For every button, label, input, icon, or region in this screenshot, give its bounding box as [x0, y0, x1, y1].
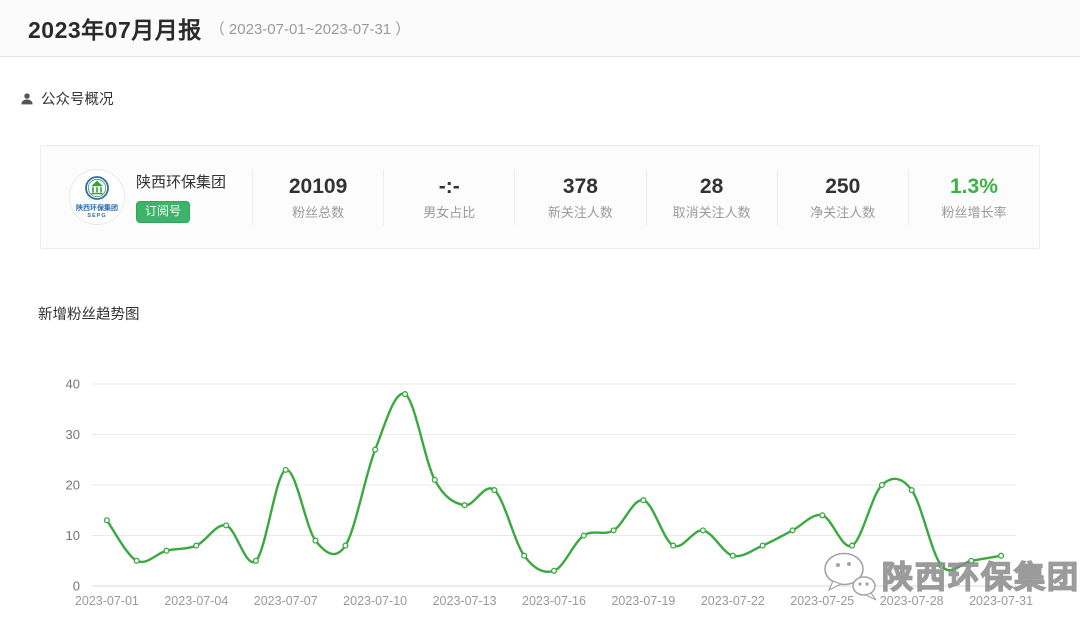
- stat-value: 20109: [288, 174, 348, 198]
- account-overview-card: 陕西环保集团 SEPG 陕西环保集团 订阅号 20109 粉丝总数 -:- 男女…: [40, 145, 1040, 249]
- stat-new-followers: 378 新关注人数: [514, 169, 645, 225]
- stat-label: 取消关注人数: [672, 204, 751, 220]
- chart-title: 新增粉丝趋势图: [38, 307, 140, 323]
- fans-trend-chart[interactable]: 0 10 20 30 40 2023-07-01 2023-07-04 2023-07-07 2…: [0, 348, 1080, 630]
- svg-text:2023-07-04: 2023-07-04: [164, 594, 228, 608]
- svg-text:2023-07-22: 2023-07-22: [701, 594, 765, 608]
- stat-growth-rate: 1.3% 粉丝增长率: [907, 169, 1039, 225]
- account-name: 陕西环保集团: [136, 174, 227, 192]
- svg-text:2023-07-28: 2023-07-28: [880, 594, 944, 608]
- stat-label: 粉丝增长率: [941, 204, 1007, 220]
- svg-text:2023-07-31: 2023-07-31: [969, 594, 1033, 608]
- svg-text:2023-07-10: 2023-07-10: [343, 594, 407, 608]
- report-title: 2023年07月月报: [28, 17, 202, 43]
- svg-text:2023-07-25: 2023-07-25: [790, 594, 854, 608]
- report-header: 2023年07月月报 （ 2023-07-01~2023-07-31 ）: [0, 0, 1080, 57]
- stat-value: 378: [562, 174, 598, 198]
- svg-text:30: 30: [66, 427, 80, 442]
- account-info: 陕西环保集团 SEPG 陕西环保集团 订阅号: [41, 169, 252, 225]
- stat-label: 粉丝总数: [292, 204, 345, 220]
- stat-label: 净关注人数: [810, 204, 876, 220]
- stat-total-fans: 20109 粉丝总数: [252, 169, 383, 225]
- stat-label: 男女占比: [423, 204, 476, 220]
- account-logo: 陕西环保集团 SEPG: [69, 169, 125, 225]
- sepg-logo-icon: [69, 169, 125, 225]
- account-name-block: 陕西环保集团 订阅号: [136, 171, 227, 223]
- svg-text:40: 40: [66, 377, 80, 392]
- section-overview-heading: 公众号概况: [20, 88, 1080, 109]
- svg-text:2023-07-16: 2023-07-16: [522, 594, 586, 608]
- svg-text:2023-07-07: 2023-07-07: [254, 594, 318, 608]
- stat-unfollowers: 28 取消关注人数: [645, 169, 777, 225]
- stat-value: -:-: [438, 174, 460, 198]
- account-type-badge: 订阅号: [136, 201, 191, 223]
- svg-text:2023-07-13: 2023-07-13: [433, 594, 497, 608]
- svg-text:10: 10: [66, 528, 80, 543]
- stat-label: 新关注人数: [547, 204, 613, 220]
- stat-value: 1.3%: [950, 174, 998, 198]
- logo-text-en: SEPG: [87, 212, 107, 219]
- svg-text:0: 0: [73, 579, 80, 594]
- stat-net-followers: 250 净关注人数: [776, 169, 908, 225]
- section-overview-title: 公众号概况: [41, 92, 114, 108]
- person-icon: [21, 92, 33, 104]
- report-date-range: （ 2023-07-01~2023-07-31 ）: [209, 20, 411, 38]
- logo-text-cn: 陕西环保集团: [76, 205, 118, 212]
- svg-text:2023-07-01: 2023-07-01: [75, 594, 139, 608]
- svg-text:2023-07-19: 2023-07-19: [611, 594, 675, 608]
- stat-value: 250: [825, 174, 861, 198]
- stat-gender-ratio: -:- 男女占比: [383, 169, 514, 225]
- svg-text:20: 20: [66, 478, 80, 493]
- stat-value: 28: [699, 174, 724, 198]
